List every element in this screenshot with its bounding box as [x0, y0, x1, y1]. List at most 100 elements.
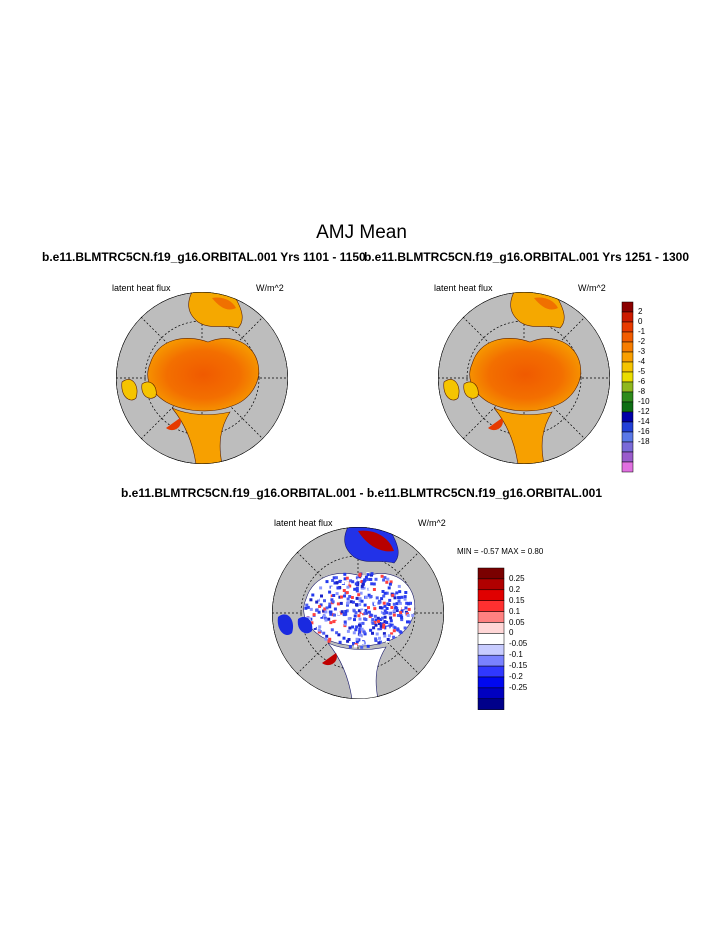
- diff-speckle-cell: [396, 628, 400, 632]
- diff-speckle-cell: [379, 640, 382, 644]
- diff-speckle-cell: [346, 639, 350, 643]
- left-variable-label: latent heat flux: [112, 283, 171, 293]
- diff-speckle-cell: [407, 602, 410, 606]
- diff-speckle-cell: [392, 613, 396, 617]
- diff-speckle-cell: [348, 584, 352, 588]
- diff-speckle-cell: [347, 638, 351, 641]
- diff-speckle-cell: [331, 600, 335, 604]
- diff-speckle-cell: [342, 636, 346, 640]
- diff-speckle-cell: [397, 584, 401, 588]
- diff-colorbar-swatch: [477, 654, 505, 667]
- diff-speckle-cell: [378, 606, 382, 610]
- diff-speckle-cell: [367, 593, 371, 597]
- diff-speckle-cell: [398, 601, 402, 605]
- diff-colorbar-tick-label: 0.25: [509, 573, 525, 583]
- diff-speckle-cell: [354, 644, 357, 648]
- diff-minmax-label: MIN = -0.57 MAX = 0.80: [457, 547, 544, 556]
- diff-speckle-cell: [405, 601, 409, 605]
- diff-colorbar: [477, 567, 505, 710]
- diff-speckle-cell: [383, 604, 387, 608]
- diff-speckle-cell: [399, 630, 403, 634]
- diff-colorbar-tick-label: -0.1: [509, 650, 523, 660]
- right-panel-title: b.e11.BLMTRC5CN.f19_g16.ORBITAL.001 Yrs …: [364, 250, 690, 264]
- diff-speckle-cell: [322, 613, 326, 617]
- diff-colorbar-swatch: [477, 578, 505, 591]
- diff-speckle-cell: [342, 589, 346, 592]
- diff-speckle-cell: [340, 619, 344, 623]
- diff-variable-label: latent heat flux: [274, 518, 333, 528]
- diff-speckle-cell: [357, 638, 361, 642]
- diff-speckle-cell: [388, 598, 392, 602]
- diff-units-label: W/m^2: [418, 518, 446, 528]
- diff-speckle-cell: [374, 637, 378, 641]
- main-colorbar-swatch: [621, 361, 634, 373]
- diff-speckle-cell: [389, 611, 393, 615]
- diff-speckle-cell: [377, 619, 380, 623]
- diff-speckle-cell: [311, 593, 315, 597]
- main-colorbar-swatch: [621, 341, 634, 353]
- main-colorbar-swatch: [621, 411, 634, 423]
- diff-speckle-cell: [343, 594, 346, 598]
- diff-speckle-cell: [357, 593, 361, 597]
- diff-speckle-cell: [395, 602, 399, 606]
- diff-speckle-cell: [335, 592, 339, 596]
- diff-speckle-cell: [389, 623, 393, 627]
- main-colorbar-swatch: [621, 421, 634, 433]
- diff-speckle-cell: [360, 608, 364, 612]
- diff-speckle-cell: [331, 579, 335, 582]
- diff-speckle-cell: [406, 614, 410, 617]
- diff-speckle-cell: [393, 596, 397, 600]
- diff-speckle-cell: [343, 622, 347, 626]
- diff-speckle-cell: [363, 637, 367, 641]
- diff-speckle-cell: [411, 613, 415, 617]
- diff-speckle-cell: [377, 641, 381, 645]
- diff-speckle-cell: [332, 594, 336, 597]
- diff-speckle-cell: [367, 610, 371, 614]
- diff-speckle-cell: [338, 586, 342, 589]
- diff-speckle-cell: [373, 620, 377, 624]
- diff-speckle-cell: [333, 581, 337, 585]
- main-colorbar-swatch: [621, 331, 634, 343]
- diff-speckle-cell: [360, 580, 364, 583]
- diff-speckle-cell: [382, 611, 386, 615]
- diff-speckle-cell: [374, 623, 378, 627]
- diff-speckle-cell: [318, 591, 321, 595]
- diff-speckle-cell: [364, 596, 368, 599]
- diff-speckle-cell: [345, 591, 349, 595]
- diff-speckle-cell: [358, 599, 362, 603]
- diff-speckle-cell: [379, 618, 383, 621]
- diff-colorbar-swatch: [477, 644, 505, 656]
- figure-title: AMJ Mean: [316, 222, 407, 243]
- diff-speckle-cell: [358, 627, 362, 631]
- diff-speckle-cell: [382, 632, 386, 636]
- diff-speckle-cell: [343, 572, 347, 576]
- diff-speckle-cell: [364, 589, 368, 593]
- diff-speckle-cell: [335, 581, 339, 585]
- diff-speckle-cell: [382, 601, 386, 605]
- diff-speckle-cell: [360, 627, 364, 631]
- diff-speckle-cell: [360, 645, 364, 649]
- diff-speckle-cell: [372, 626, 376, 630]
- diff-speckle-cell: [324, 618, 328, 622]
- diff-speckle-cell: [332, 620, 336, 624]
- main-colorbar-swatch: [621, 391, 634, 403]
- diff-speckle-cell: [354, 582, 358, 586]
- diff-speckle-cell: [325, 580, 329, 584]
- diff-speckle-cell: [306, 605, 310, 609]
- main-colorbar-tick-label: -1: [638, 327, 646, 336]
- diff-speckle-cell: [348, 626, 352, 630]
- diff-colorbar-swatch: [477, 698, 505, 710]
- diff-speckle-cell: [365, 632, 369, 636]
- diff-speckle-cell: [343, 620, 347, 624]
- diff-speckle-cell: [306, 609, 310, 613]
- diff-colorbar-tick-label: -0.05: [509, 639, 528, 649]
- diff-speckle-cell: [320, 615, 324, 619]
- diff-speckle-cell: [374, 602, 377, 606]
- diff-speckle-cell: [411, 609, 415, 613]
- diff-speckle-cell: [351, 625, 355, 629]
- diff-speckle-cell: [403, 597, 407, 601]
- diff-speckle-cell: [380, 606, 384, 610]
- diff-speckle-cell: [376, 616, 380, 620]
- diff-speckle-cell: [322, 631, 326, 635]
